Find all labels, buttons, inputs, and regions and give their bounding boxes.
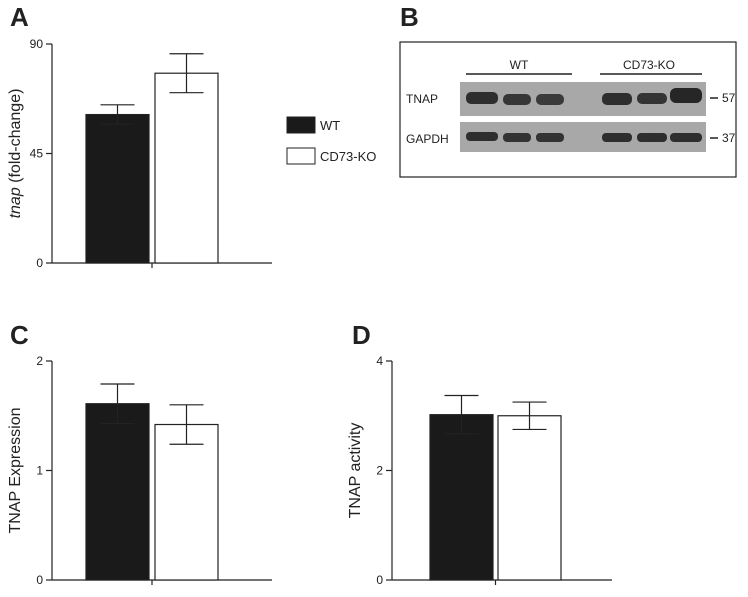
legend: WT CD73-KO <box>286 116 376 165</box>
bar-c-ko <box>154 423 219 581</box>
y-tick-label-c-0: 0 <box>36 573 43 587</box>
blot-row-label-tnap: TNAP <box>406 92 438 106</box>
y-axis-label-d: TNAP activity <box>347 423 364 519</box>
mw-label-57: 57 <box>722 91 736 105</box>
panel-letter-a: A <box>10 2 29 32</box>
panel-letter-b: B <box>400 2 419 32</box>
band-tnap-ko-1 <box>602 93 632 105</box>
y-axis-label-italic-a: tnap <box>7 187 24 218</box>
y-axis-label-c: TNAP Expression <box>7 408 24 534</box>
band-gapdh-ko-2 <box>637 133 667 142</box>
y-tick-label-a-0: 0 <box>36 256 43 270</box>
blot-row-label-gapdh: GAPDH <box>406 132 449 146</box>
band-gapdh-wt-3 <box>536 133 564 142</box>
chart-c: 0 1 2 TNAP Expression <box>7 354 272 587</box>
y-tick-label-a-1: 45 <box>30 147 44 161</box>
bar-c-wt <box>85 403 150 581</box>
bar-d-ko <box>497 415 562 581</box>
bar-a-ko <box>154 72 219 264</box>
y-tick-label-d-2: 4 <box>376 354 383 368</box>
bar-d-wt <box>429 414 494 581</box>
panel-letter-c: C <box>10 320 29 350</box>
band-gapdh-ko-3 <box>670 133 702 142</box>
mw-label-37: 37 <box>722 131 736 145</box>
band-tnap-wt-1 <box>466 92 498 104</box>
bar-a-wt <box>85 113 150 264</box>
chart-d: 0 2 4 TNAP activity <box>347 354 612 587</box>
y-tick-label-c-1: 1 <box>36 464 43 478</box>
y-axis-label-rest-a: (fold-change) <box>7 89 24 188</box>
band-gapdh-wt-2 <box>503 133 531 142</box>
blot-group-wt: WT <box>510 58 529 72</box>
y-tick-label-c-2: 2 <box>36 354 43 368</box>
legend-swatch-wt <box>286 116 316 134</box>
band-tnap-wt-2 <box>503 94 531 105</box>
legend-label-ko: CD73-KO <box>320 149 376 164</box>
y-tick-label-a-2: 90 <box>30 37 44 51</box>
band-gapdh-wt-1 <box>466 132 498 141</box>
band-tnap-ko-3 <box>670 88 702 103</box>
legend-swatch-ko <box>286 147 316 165</box>
panel-letter-d: D <box>352 320 371 350</box>
y-axis-label-a: tnap (fold-change) <box>7 89 24 219</box>
legend-label-wt: WT <box>320 118 340 133</box>
band-tnap-ko-2 <box>637 93 667 104</box>
band-tnap-wt-3 <box>536 94 564 105</box>
blot-group-ko: CD73-KO <box>623 58 675 72</box>
western-blot: WT CD73-KO TNAP GAPDH 57 37 <box>399 41 737 178</box>
y-tick-label-d-1: 2 <box>376 464 383 478</box>
y-tick-label-d-0: 0 <box>376 573 383 587</box>
band-gapdh-ko-1 <box>602 133 632 142</box>
chart-a: 0 45 90 tnap (fold-change) <box>7 37 272 270</box>
